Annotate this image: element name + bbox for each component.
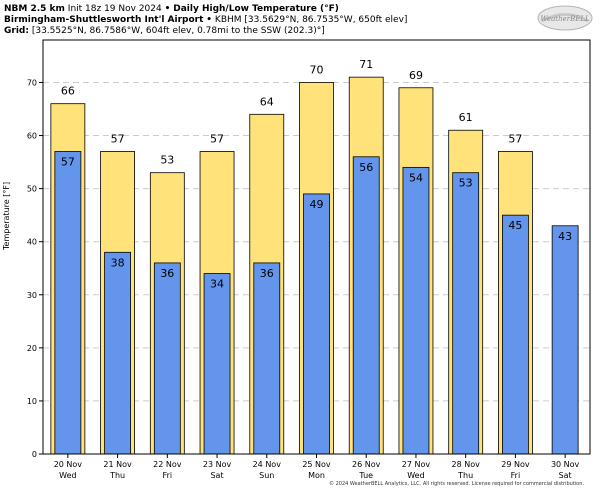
low-temp-label: 53 [459, 177, 473, 190]
y-tick-label: 60 [27, 132, 37, 141]
x-tick-day: Fri [511, 471, 521, 480]
high-temp-label: 69 [409, 69, 423, 82]
x-tick-date: 23 Nov [203, 460, 232, 469]
low-temp-label: 34 [210, 278, 224, 291]
x-tick-date: 28 Nov [452, 460, 481, 469]
low-temp-label: 36 [260, 267, 274, 280]
x-tick-date: 26 Nov [352, 460, 381, 469]
product-title: Daily High/Low Temperature (°F) [173, 4, 339, 14]
high-temp-label: 66 [61, 85, 75, 98]
low-temp-bar [54, 151, 82, 455]
x-tick-day: Sat [559, 471, 572, 480]
x-tick-day: Thu [109, 471, 125, 480]
low-temp-bar [352, 156, 380, 455]
low-temp-bar [153, 262, 181, 455]
y-tick-label: 30 [27, 291, 37, 300]
y-tick-label: 70 [27, 78, 37, 87]
y-tick-label: 20 [27, 344, 37, 353]
weatherbell-logo: WeatherBELL [537, 5, 593, 31]
low-temp-label: 56 [359, 161, 373, 174]
high-temp-label: 53 [160, 154, 174, 167]
y-tick-label: 50 [27, 185, 37, 194]
x-tick-day: Sun [259, 471, 274, 480]
x-tick-date: 20 Nov [54, 460, 83, 469]
low-temp-label: 36 [160, 267, 174, 280]
low-temp-label: 38 [111, 256, 125, 269]
init-time: Init 18z 19 Nov 2024 [67, 4, 162, 14]
x-tick-date: 27 Nov [402, 460, 431, 469]
high-temp-label: 70 [310, 63, 324, 76]
x-tick-day: Thu [457, 471, 473, 480]
plot-frame [42, 39, 591, 455]
low-temp-label: 45 [508, 219, 522, 232]
grid-info: [33.5525°N, 86.7586°W, 604ft elev, 0.78m… [31, 26, 325, 36]
grid-label: Grid [4, 26, 26, 36]
x-tick-date: 21 Nov [103, 460, 132, 469]
x-tick-day: Sat [210, 471, 223, 480]
low-temp-bar [452, 172, 480, 455]
x-tick-day: Wed [407, 471, 424, 480]
x-tick-date: 25 Nov [302, 460, 331, 469]
x-tick-date: 30 Nov [551, 460, 580, 469]
header-line-grid: Grid: [33.5525°N, 86.7586°W, 604ft elev,… [4, 26, 325, 36]
logo-text: WeatherBELL [540, 15, 590, 23]
bullet-separator-2: • [206, 15, 213, 25]
low-temp-bar [502, 214, 529, 455]
low-temp-label: 43 [558, 230, 572, 243]
x-tick-day: Fri [163, 471, 173, 480]
copyright-footer: © 2024 WeatherBELL Analytics, LLC. All r… [329, 481, 584, 487]
y-tick-label: 10 [27, 397, 37, 406]
low-temp-bar [104, 251, 131, 455]
high-temp-label: 71 [359, 58, 373, 71]
low-temp-label: 57 [61, 155, 75, 168]
high-temp-label: 57 [508, 132, 522, 145]
x-tick-day: Mon [308, 471, 325, 480]
x-tick-date: 22 Nov [153, 460, 182, 469]
low-temp-label: 54 [409, 171, 423, 184]
high-temp-label: 61 [459, 111, 473, 124]
low-temp-label: 49 [310, 198, 324, 211]
low-temp-bar [551, 225, 579, 455]
y-tick-label: 0 [32, 450, 37, 459]
x-tick-day: Wed [59, 471, 76, 480]
low-temp-bar [303, 193, 330, 455]
y-tick-label: 40 [27, 238, 37, 247]
low-temp-bar [402, 166, 430, 455]
header-line-model: NBM 2.5 km Init 18z 19 Nov 2024 • Daily … [4, 4, 339, 15]
station-info: KBHM [33.5629°N, 86.7535°W, 650ft elev] [214, 15, 408, 25]
bullet-separator: • [164, 4, 171, 14]
model-name: NBM 2.5 km [4, 4, 65, 14]
x-tick-date: 29 Nov [501, 460, 530, 469]
low-temp-bar [253, 262, 281, 455]
header-line-station: Birmingham-Shuttlesworth Int'l Airport •… [4, 15, 407, 26]
high-temp-label: 64 [260, 95, 274, 108]
high-temp-label: 57 [210, 132, 224, 145]
x-tick-date: 24 Nov [253, 460, 282, 469]
x-tick-day: Tue [358, 471, 373, 480]
high-temp-label: 57 [111, 132, 125, 145]
station-name: Birmingham-Shuttlesworth Int'l Airport [4, 15, 204, 25]
low-temp-bar [203, 273, 231, 455]
